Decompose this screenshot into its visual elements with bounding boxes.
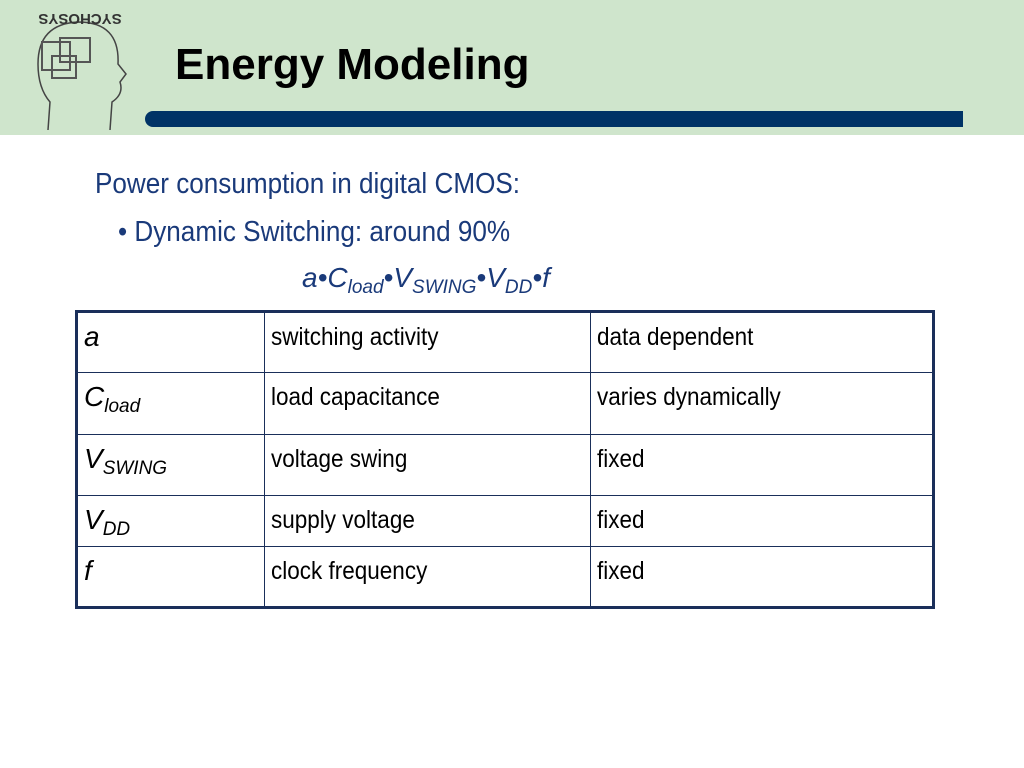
- table-row: Cload load capacitance varies dynamically: [76, 372, 934, 435]
- behavior: fixed: [597, 445, 645, 473]
- behavior-cell: data dependent: [590, 311, 934, 373]
- description-cell: clock frequency: [264, 546, 591, 608]
- behavior: fixed: [597, 557, 645, 585]
- description: supply voltage: [271, 506, 415, 534]
- symbol: f: [84, 555, 92, 586]
- symbol-cell: Cload: [76, 372, 265, 435]
- formula-subscript: load: [347, 277, 384, 298]
- symbol-subscript: DD: [102, 519, 131, 540]
- behavior-cell: varies dynamically: [590, 372, 934, 435]
- intro-text: Power consumption in digital CMOS:: [95, 168, 521, 200]
- symbol-cell: VDD: [76, 495, 265, 547]
- behavior: data dependent: [597, 323, 754, 351]
- table-row: VSWING voltage swing fixed: [76, 434, 934, 496]
- description-cell: load capacitance: [264, 372, 591, 435]
- symbol-cell: a: [76, 311, 265, 373]
- description-cell: voltage swing: [264, 434, 591, 496]
- symbol: V: [84, 443, 103, 474]
- header-bar: [145, 111, 963, 127]
- symbol-cell: VSWING: [76, 434, 265, 496]
- table-row: a switching activity data dependent: [76, 311, 934, 373]
- description: clock frequency: [271, 557, 428, 585]
- description: switching activity: [271, 323, 439, 351]
- bullet-item: • Dynamic Switching: around 90%: [118, 216, 511, 248]
- symbol-cell: f: [76, 546, 265, 608]
- symbol: V: [84, 504, 103, 535]
- logo-head: [37, 21, 127, 131]
- formula-part: a•C: [302, 262, 348, 293]
- symbol-subscript: load: [104, 396, 141, 417]
- table-row: VDD supply voltage fixed: [76, 495, 934, 547]
- symbol: C: [84, 381, 105, 412]
- behavior-cell: fixed: [590, 495, 934, 547]
- formula-part: •f: [532, 262, 550, 293]
- table-row: f clock frequency fixed: [76, 546, 934, 608]
- behavior: varies dynamically: [597, 383, 781, 411]
- logo-text: SYCHOSYS: [38, 10, 121, 27]
- formula-part: •V: [476, 262, 505, 293]
- formula-subscript: SWING: [412, 277, 477, 298]
- behavior-cell: fixed: [590, 434, 934, 496]
- behavior: fixed: [597, 506, 645, 534]
- description: load capacitance: [271, 383, 440, 411]
- behavior-cell: fixed: [590, 546, 934, 608]
- slide-title: Energy Modeling: [175, 40, 530, 89]
- variable-table: a switching activity data dependent Cload lo…: [75, 310, 935, 609]
- bullet-text: Dynamic Switching: around 90%: [134, 216, 511, 248]
- description: voltage swing: [271, 445, 408, 473]
- formula: a•Cload•VSWING•VDD•f: [302, 262, 550, 299]
- formula-part: •V: [383, 262, 413, 293]
- description-cell: switching activity: [264, 311, 591, 373]
- formula-subscript: DD: [504, 277, 533, 298]
- symbol-subscript: SWING: [102, 458, 168, 479]
- symbol: a: [84, 321, 100, 352]
- logo-shape: [51, 55, 77, 79]
- logo: SYCHOSYS: [37, 10, 127, 131]
- description-cell: supply voltage: [264, 495, 591, 547]
